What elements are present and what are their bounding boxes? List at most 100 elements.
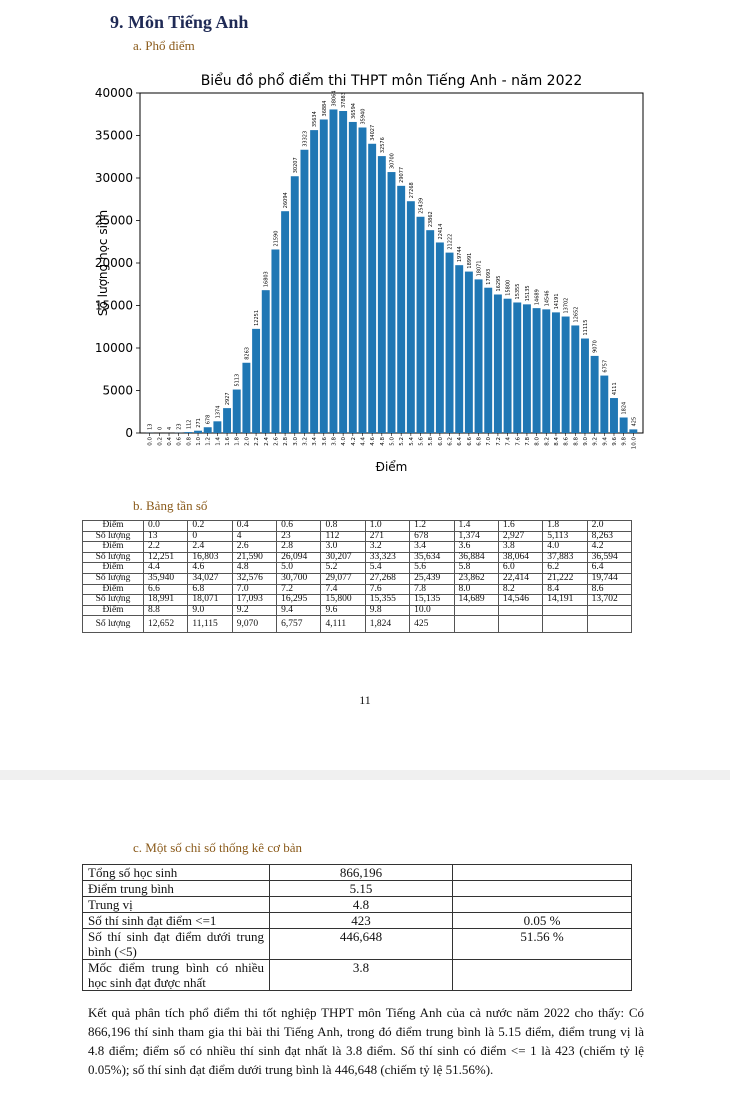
- x-tick-label: 3.4: [312, 437, 318, 446]
- bar-data-label: 4111: [612, 382, 618, 395]
- bar-data-label: 34027: [370, 125, 376, 141]
- x-tick-label: 6.6: [467, 437, 473, 446]
- bar-data-label: 271: [196, 418, 202, 428]
- y-tick-label: 35000: [95, 129, 133, 143]
- chart-bar: [194, 430, 203, 433]
- freq-score-cell: 4.4: [142, 562, 189, 574]
- freq-count-cell: 12,251: [142, 551, 189, 564]
- freq-count-cell: 15,135: [409, 594, 455, 606]
- freq-score-cell: 8.0: [453, 583, 499, 596]
- freq-count-cell: 11,115: [187, 615, 233, 634]
- freq-score-row: Điểm 0.0 0.2 0.4 0.6 0.8 1.0 1.2 1.4 1.6 1.8 2.0: [82, 520, 633, 532]
- x-tick-label: 1.8: [235, 437, 241, 446]
- bar-data-label: 26094: [283, 192, 289, 208]
- x-tick-label: 4.2: [351, 437, 357, 446]
- y-tick-label: 40000: [95, 86, 133, 100]
- freq-score-cell: [586, 604, 633, 617]
- chart-bar: [580, 338, 589, 433]
- x-tick-label: 8.0: [535, 437, 541, 446]
- chart-bar: [223, 408, 232, 433]
- x-tick-label: 5.8: [428, 437, 434, 446]
- chart-bar: [232, 389, 241, 433]
- freq-score-cell: 3.4: [409, 541, 455, 553]
- x-tick-label: 3.6: [322, 437, 328, 446]
- bar-data-label: 11115: [583, 320, 589, 336]
- statistics-table: Tổng số học sinh 866,196 Điểm trung bình 5.…: [82, 864, 632, 991]
- bar-data-label: 1824: [622, 402, 628, 415]
- bar-data-label: 16803: [264, 271, 270, 287]
- freq-score-cell: 2.6: [231, 541, 278, 553]
- freq-count-cell: 15,800: [320, 594, 366, 606]
- bar-data-label: 35634: [312, 111, 318, 127]
- freq-score-cell: 7.2: [276, 583, 322, 596]
- freq-score-cell: 7.6: [364, 583, 411, 596]
- stats-value: 423: [269, 912, 453, 929]
- page-number: 11: [359, 693, 371, 707]
- stats-value: 446,648: [269, 928, 453, 960]
- x-tick-label: 7.6: [515, 437, 521, 446]
- chart-bar: [339, 110, 348, 433]
- x-tick-label: 5.2: [399, 437, 405, 446]
- y-tick-label: 30000: [95, 171, 133, 185]
- x-tick-label: 0.4: [167, 437, 173, 446]
- freq-score-cell: [542, 604, 588, 617]
- x-tick-label: 7.0: [486, 437, 492, 446]
- bar-data-label: 14546: [544, 290, 550, 306]
- freq-count-cell: 25,439: [409, 572, 455, 585]
- x-tick-label: 0.8: [186, 437, 192, 446]
- freq-count-cell: 14,689: [453, 594, 499, 606]
- chart-bar: [561, 316, 570, 433]
- chart-bar: [300, 149, 309, 433]
- freq-score-cell: 0.8: [320, 520, 366, 532]
- chart-bar: [426, 230, 435, 433]
- stats-label: Điểm trung bình: [82, 880, 270, 897]
- x-tick-label: 4.8: [380, 437, 386, 446]
- bar-data-label: 0: [157, 427, 163, 430]
- freq-count-cell: 15,355: [364, 594, 411, 606]
- bar-data-label: 9070: [593, 340, 599, 353]
- chart-bar: [281, 211, 290, 433]
- freq-count-row: Số lượng 12,251 16,803 21,590 26,094 30,207 33…: [82, 551, 633, 564]
- x-tick-label: 0.2: [157, 437, 163, 446]
- chart-bar: [513, 302, 522, 433]
- freq-count-cell: 2,927: [497, 530, 544, 543]
- freq-score-cell: 1.2: [409, 520, 455, 532]
- freq-count-cell: 425: [409, 615, 455, 634]
- freq-score-cell: 3.8: [497, 541, 544, 553]
- freq-count-cell: [497, 615, 544, 634]
- x-tick-label: 9.4: [602, 437, 608, 446]
- x-tick-label: 9.2: [593, 437, 599, 446]
- freq-score-cell: 2.0: [586, 520, 633, 532]
- freq-count-cell: 14,191: [542, 594, 588, 606]
- chart-bar: [532, 308, 541, 433]
- freq-count-row: Số lượng 12,652 11,115 9,070 6,757 4,111 1,824…: [82, 615, 633, 634]
- chart-bar: [619, 417, 628, 433]
- freq-score-row: Điểm 2.2 2.4 2.6 2.8 3.0 3.2 3.4 3.6 3.8 4.0 4.2: [82, 541, 633, 553]
- bar-data-label: 13: [148, 424, 154, 430]
- bar-data-label: 38064: [331, 91, 337, 107]
- freq-score-cell: 3.2: [364, 541, 411, 553]
- chart-bar: [290, 176, 299, 433]
- x-tick-label: 6.8: [477, 437, 483, 446]
- freq-count-cell: 1,824: [364, 615, 411, 634]
- freq-count-cell: 14,546: [497, 594, 544, 606]
- freq-score-cell: 1.8: [542, 520, 588, 532]
- stats-value: 3.8: [269, 959, 453, 991]
- chart-bar: [271, 249, 280, 433]
- freq-count-cell: 34,027: [187, 572, 233, 585]
- stats-value: 866,196: [269, 864, 453, 881]
- bar-data-label: 15800: [506, 280, 512, 296]
- bar-data-label: 22414: [438, 224, 444, 240]
- bar-data-label: 23: [177, 423, 183, 429]
- y-tick-label: 5000: [102, 384, 133, 398]
- bar-data-label: 35940: [360, 109, 366, 125]
- chart-bar: [213, 421, 222, 433]
- stats-label: Mốc điểm trung bình có nhiều học sinh đạ…: [82, 959, 270, 991]
- stats-percent: [452, 880, 632, 897]
- bar-data-label: 30700: [390, 153, 396, 169]
- x-tick-label: 8.8: [573, 437, 579, 446]
- freq-score-cell: 2.2: [142, 541, 189, 553]
- chart-bar: [464, 271, 473, 433]
- bar-data-label: 21590: [273, 231, 279, 247]
- bar-data-label: 37883: [341, 92, 347, 108]
